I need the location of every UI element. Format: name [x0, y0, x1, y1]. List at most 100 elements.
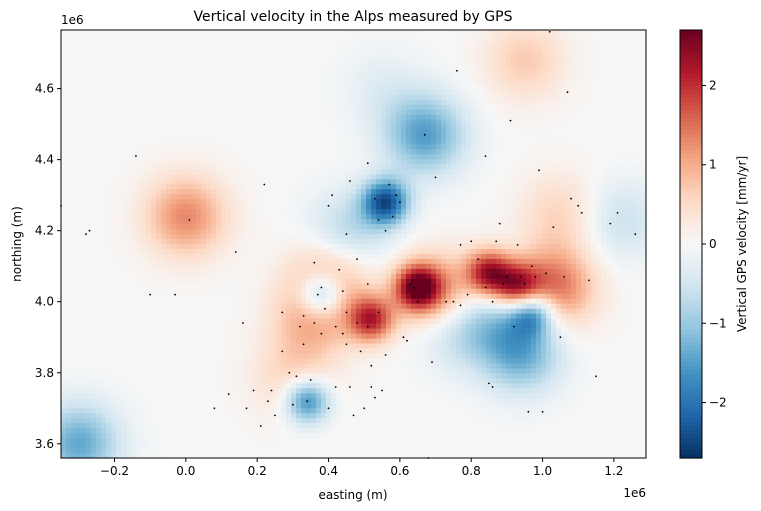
heatmap-cell	[326, 124, 332, 131]
heatmap-cell	[386, 89, 392, 96]
heatmap-cell	[416, 59, 422, 66]
heatmap-cell	[141, 139, 147, 146]
heatmap-cell	[121, 94, 127, 101]
heatmap-cell	[251, 174, 257, 180]
heatmap-cell	[336, 89, 342, 96]
heatmap-cell	[616, 49, 622, 56]
heatmap-cell	[606, 184, 612, 190]
heatmap-cell	[311, 194, 317, 200]
heatmap-cell	[451, 209, 457, 215]
heatmap-cell	[471, 159, 477, 165]
heatmap-cell	[351, 209, 357, 215]
heatmap-cell	[586, 114, 592, 121]
heatmap-cell	[81, 99, 87, 106]
heatmap-cell	[96, 234, 102, 240]
heatmap-cell	[456, 94, 462, 101]
heatmap-cell	[276, 174, 282, 180]
heatmap-cell	[446, 39, 452, 46]
heatmap-cell	[481, 199, 487, 205]
heatmap-cell	[326, 30, 332, 36]
heatmap-cell	[136, 149, 142, 156]
heatmap-cell	[486, 39, 492, 46]
heatmap-cell	[361, 89, 367, 96]
heatmap-cell	[256, 109, 262, 116]
heatmap-cell	[606, 139, 612, 146]
heatmap-cell	[431, 99, 437, 106]
heatmap-cell	[621, 164, 627, 170]
heatmap-cell	[511, 164, 517, 170]
heatmap-cell	[346, 54, 352, 61]
heatmap-cell	[436, 69, 442, 76]
heatmap-cell	[431, 104, 437, 111]
heatmap-cell	[186, 30, 192, 36]
heatmap-cell	[201, 159, 207, 165]
heatmap-cell	[116, 104, 122, 111]
heatmap-cell	[206, 234, 212, 240]
heatmap-cell	[371, 144, 377, 151]
heatmap-cell	[431, 219, 437, 225]
heatmap-cell	[276, 184, 282, 190]
heatmap-cell	[386, 54, 392, 61]
heatmap-cell	[121, 114, 127, 121]
heatmap-cell	[446, 119, 452, 126]
heatmap-cell	[516, 129, 522, 136]
heatmap-cell	[426, 30, 432, 36]
heatmap-cell	[121, 184, 127, 190]
heatmap-cell	[151, 34, 157, 41]
heatmap-cell	[491, 30, 497, 36]
heatmap-cell	[191, 39, 197, 46]
heatmap-cell	[436, 129, 442, 136]
heatmap-cell	[141, 169, 147, 175]
heatmap-cell	[221, 119, 227, 126]
heatmap-cell	[236, 30, 242, 36]
heatmap-cell	[96, 104, 102, 111]
heatmap-cell	[101, 114, 107, 121]
heatmap-cell	[271, 174, 277, 180]
heatmap-cell	[571, 39, 577, 46]
heatmap-cell	[471, 154, 477, 160]
heatmap-cell	[61, 184, 67, 190]
heatmap-cell	[191, 189, 197, 195]
heatmap-cell	[516, 164, 522, 170]
heatmap-cell	[86, 199, 92, 205]
heatmap-cell	[396, 44, 402, 51]
heatmap-cell	[321, 79, 327, 86]
heatmap-cell	[491, 164, 497, 170]
heatmap-cell	[621, 219, 627, 225]
heatmap-cell	[96, 94, 102, 101]
heatmap-cell	[316, 154, 322, 160]
heatmap-cell	[336, 114, 342, 121]
heatmap-cell	[221, 219, 227, 225]
heatmap-cell	[251, 219, 257, 225]
heatmap-cell	[481, 109, 487, 116]
heatmap-cell	[121, 39, 127, 46]
heatmap-cell	[211, 174, 217, 180]
heatmap-cell	[346, 119, 352, 126]
heatmap-cell	[376, 44, 382, 51]
heatmap-cell	[271, 209, 277, 215]
heatmap-cell	[226, 174, 232, 180]
heatmap-cell	[111, 229, 117, 235]
heatmap-cell	[96, 169, 102, 175]
heatmap-cell	[296, 174, 302, 180]
heatmap-cell	[441, 54, 447, 61]
heatmap-cell	[416, 94, 422, 101]
heatmap-cell	[541, 119, 547, 126]
heatmap-cell	[421, 84, 427, 91]
heatmap-cell	[301, 184, 307, 190]
heatmap-cell	[551, 209, 557, 215]
heatmap-cell	[301, 119, 307, 126]
heatmap-cell	[241, 224, 247, 230]
heatmap-cell	[86, 124, 92, 131]
heatmap-cell	[81, 54, 87, 61]
heatmap-cell	[501, 159, 507, 165]
heatmap-cell	[586, 139, 592, 146]
heatmap-cell	[306, 179, 312, 185]
heatmap-cell	[246, 69, 252, 76]
heatmap-cell	[136, 44, 142, 51]
heatmap-cell	[551, 189, 557, 195]
heatmap-cell	[216, 189, 222, 195]
heatmap-cell	[596, 154, 602, 160]
heatmap-cell	[626, 229, 632, 235]
heatmap-cell	[281, 94, 287, 101]
